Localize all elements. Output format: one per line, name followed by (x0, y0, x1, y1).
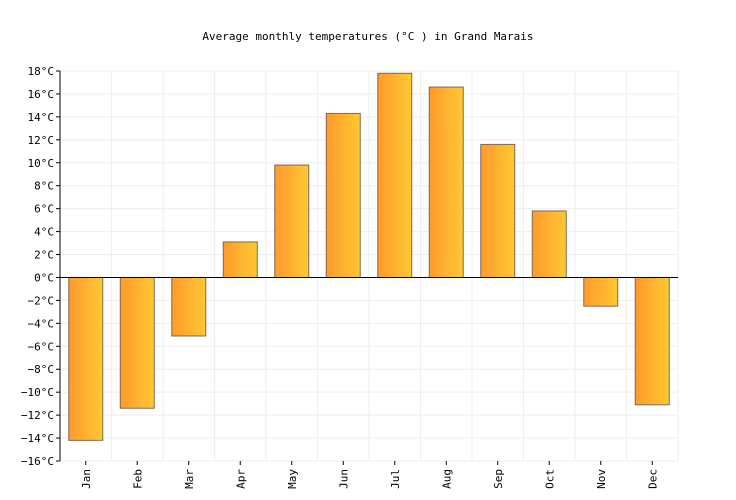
x-tick-label: Feb (131, 469, 144, 489)
x-tick-label: Mar (183, 469, 196, 489)
bar-nov (583, 276, 619, 307)
bar-apr (222, 241, 258, 278)
bar-aug (428, 86, 464, 278)
x-tick-label: May (286, 469, 299, 489)
bar-feb (119, 276, 155, 409)
y-tick-label: 16°C (28, 88, 55, 101)
y-tick-label: −6°C (28, 340, 55, 353)
y-tick-label: −16°C (21, 455, 54, 468)
bar-jan (68, 276, 104, 441)
x-tick-label: Jan (80, 469, 93, 489)
bar-jul (377, 72, 413, 278)
x-tick-label: Oct (543, 469, 556, 489)
y-tick-label: 4°C (34, 226, 54, 239)
y-tick-label: 6°C (34, 203, 54, 216)
x-tick-label: Jun (337, 469, 350, 489)
y-tick-label: 14°C (28, 111, 55, 124)
grid-lines (59, 70, 679, 462)
x-tick-label: Dec (646, 469, 659, 489)
y-tick-label: 0°C (34, 271, 54, 284)
y-tick-label: −4°C (28, 317, 55, 330)
y-axis-ticks: 18°C 16°C 14°C 12°C 10°C 8°C 6°C 4°C 2°C 0°C −2°C −… (21, 65, 60, 468)
bar-jun (325, 112, 361, 278)
y-tick-label: 12°C (28, 134, 55, 147)
bar-may (274, 164, 310, 278)
x-tick-label: Sep (492, 469, 505, 489)
y-tick-label: −12°C (21, 409, 54, 422)
y-tick-label: −10°C (21, 386, 54, 399)
x-tick-label: Nov (595, 469, 608, 489)
y-tick-label: 8°C (34, 180, 54, 193)
x-tick-label: Apr (234, 469, 247, 489)
bar-oct (531, 210, 567, 278)
y-tick-label: 18°C (28, 65, 55, 78)
bar-dec (634, 276, 670, 406)
x-tick-label: Aug (440, 469, 453, 489)
y-tick-label: −2°C (28, 294, 55, 307)
bar-mar (171, 276, 207, 337)
x-axis-ticks: Jan Feb Mar Apr May Jun Jul Aug Sep Oct Nov Dec (80, 461, 659, 489)
bar-sep (480, 143, 516, 278)
y-tick-label: 2°C (34, 249, 54, 262)
chart-title: Average monthly temperatures (°C ) in Gr… (202, 30, 533, 43)
y-tick-label: −8°C (28, 363, 55, 376)
y-tick-label: 10°C (28, 157, 55, 170)
x-tick-label: Jul (389, 469, 402, 489)
y-tick-label: −14°C (21, 432, 54, 445)
